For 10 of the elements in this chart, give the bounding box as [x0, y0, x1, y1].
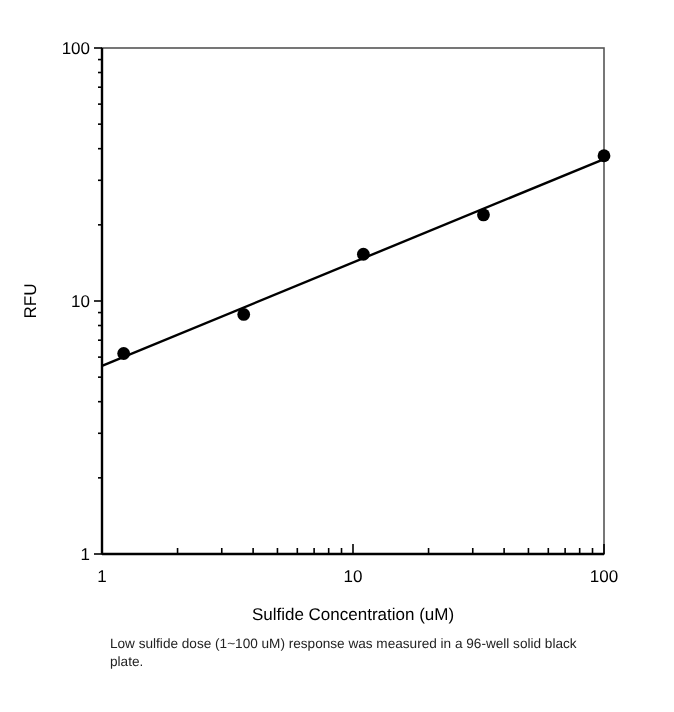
- y-tick-label: 10: [71, 291, 91, 311]
- point: [237, 308, 251, 321]
- x-tick-label: 100: [589, 566, 619, 586]
- point: [477, 208, 490, 222]
- x-tick-label: 1: [97, 566, 108, 586]
- x-axis-title: Sulfide Concentration (uM): [251, 604, 455, 624]
- y-tick-label: 100: [61, 38, 91, 58]
- y-tick-label: 1: [80, 544, 91, 564]
- x-tick-label: 10: [343, 566, 363, 586]
- y-axis-title: RFU: [20, 283, 40, 319]
